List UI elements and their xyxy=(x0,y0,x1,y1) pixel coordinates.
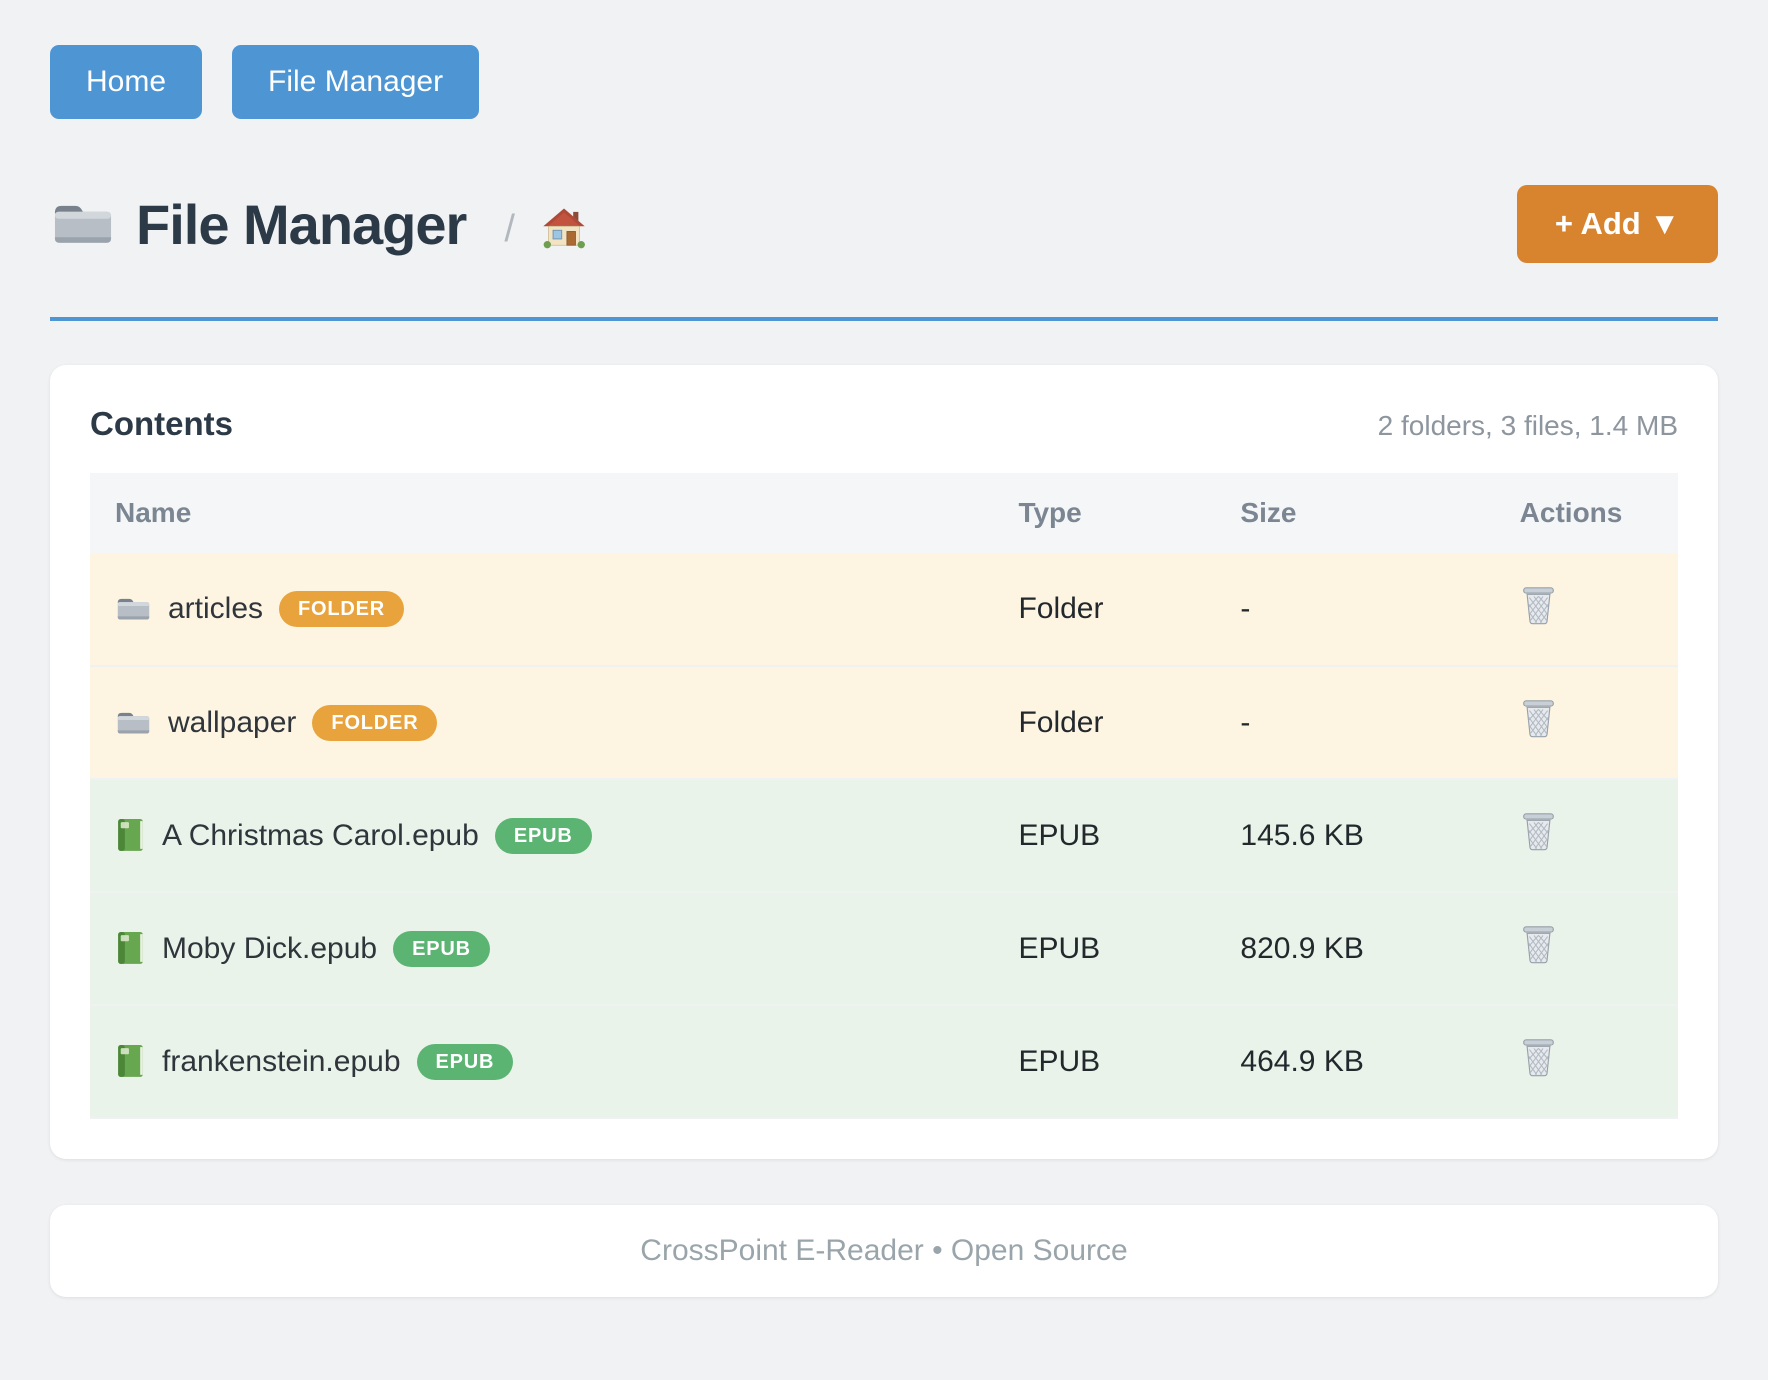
type-cell: EPUB xyxy=(993,779,1216,893)
table-row: wallpaper FOLDER Folder - xyxy=(90,666,1678,780)
type-badge: FOLDER xyxy=(279,591,405,627)
contents-card-header: Contents 2 folders, 3 files, 1.4 MB xyxy=(90,405,1678,443)
delete-button[interactable] xyxy=(1520,1037,1557,1078)
folder-icon xyxy=(115,594,152,624)
page-header: File Manager / + Add ▼ xyxy=(50,185,1718,263)
footer: CrossPoint E-Reader • Open Source xyxy=(50,1205,1718,1297)
delete-button[interactable] xyxy=(1520,924,1557,965)
top-navigation: Home File Manager xyxy=(50,45,1718,119)
name-cell: A Christmas Carol.epub EPUB xyxy=(90,779,994,893)
trash-icon xyxy=(1520,811,1557,852)
footer-text: CrossPoint E-Reader • Open Source xyxy=(640,1234,1128,1267)
trash-icon xyxy=(1520,1037,1557,1078)
actions-cell xyxy=(1509,779,1678,893)
size-cell: 464.9 KB xyxy=(1215,1005,1510,1119)
delete-button[interactable] xyxy=(1520,585,1557,626)
column-header-actions: Actions xyxy=(1509,473,1678,553)
breadcrumb-separator: / xyxy=(504,207,515,250)
trash-icon xyxy=(1520,924,1557,965)
type-badge: EPUB xyxy=(416,1043,514,1080)
nav-home-button[interactable]: Home xyxy=(50,45,203,119)
file-name[interactable]: A Christmas Carol.epub xyxy=(162,818,479,852)
size-cell: 820.9 KB xyxy=(1215,892,1510,1006)
trash-icon xyxy=(1520,585,1557,626)
files-table: Name Type Size Actions articles FOLDER Fol… xyxy=(90,473,1678,1119)
house-icon[interactable] xyxy=(541,198,587,250)
file-name[interactable]: Moby Dick.epub xyxy=(162,931,378,965)
name-cell: frankenstein.epub EPUB xyxy=(90,1005,994,1119)
folder-icon xyxy=(50,197,116,251)
title-wrap: File Manager / xyxy=(50,192,587,257)
delete-button[interactable] xyxy=(1520,811,1557,852)
type-badge: EPUB xyxy=(393,930,490,967)
file-name[interactable]: wallpaper xyxy=(168,705,297,739)
name-cell: articles FOLDER xyxy=(90,553,994,667)
nav-file-manager-button[interactable]: File Manager xyxy=(232,45,480,119)
actions-cell xyxy=(1509,892,1678,1006)
type-cell: Folder xyxy=(993,666,1216,780)
delete-button[interactable] xyxy=(1520,698,1557,739)
size-cell: - xyxy=(1215,553,1510,667)
type-badge: EPUB xyxy=(494,817,592,854)
add-button[interactable]: + Add ▼ xyxy=(1516,185,1718,263)
contents-title: Contents xyxy=(90,405,233,442)
table-row: Moby Dick.epub EPUB EPUB 820.9 KB xyxy=(90,892,1678,1006)
contents-summary: 2 folders, 3 files, 1.4 MB xyxy=(1377,410,1678,441)
column-header-name: Name xyxy=(90,473,994,553)
type-badge: FOLDER xyxy=(312,704,438,741)
size-cell: - xyxy=(1215,666,1510,780)
table-row: articles FOLDER Folder - xyxy=(90,553,1678,667)
table-header-row: Name Type Size Actions xyxy=(90,473,1678,553)
name-cell: Moby Dick.epub EPUB xyxy=(90,892,994,1006)
type-cell: EPUB xyxy=(993,892,1216,1006)
table-row: A Christmas Carol.epub EPUB EPUB 145.6 KB xyxy=(90,779,1678,893)
table-row: frankenstein.epub EPUB EPUB 464.9 KB xyxy=(90,1005,1678,1119)
trash-icon xyxy=(1520,698,1557,739)
column-header-type: Type xyxy=(993,473,1216,553)
size-cell: 145.6 KB xyxy=(1215,779,1510,893)
actions-cell xyxy=(1509,666,1678,780)
type-cell: EPUB xyxy=(993,1005,1216,1119)
page-title: File Manager xyxy=(136,192,467,256)
folder-icon xyxy=(115,708,152,738)
book-icon xyxy=(115,930,146,967)
contents-card: Contents 2 folders, 3 files, 1.4 MB Name… xyxy=(50,365,1718,1159)
table-body: articles FOLDER Folder - wallpaper FOLDER Fold… xyxy=(90,553,1678,1119)
file-name[interactable]: articles xyxy=(168,592,264,625)
book-icon xyxy=(115,1043,146,1080)
name-cell: wallpaper FOLDER xyxy=(90,666,994,780)
actions-cell xyxy=(1509,553,1678,667)
actions-cell xyxy=(1509,1005,1678,1119)
header-divider xyxy=(50,317,1718,321)
book-icon xyxy=(115,817,146,854)
type-cell: Folder xyxy=(993,553,1216,667)
column-header-size: Size xyxy=(1215,473,1510,553)
file-name[interactable]: frankenstein.epub xyxy=(162,1044,401,1078)
